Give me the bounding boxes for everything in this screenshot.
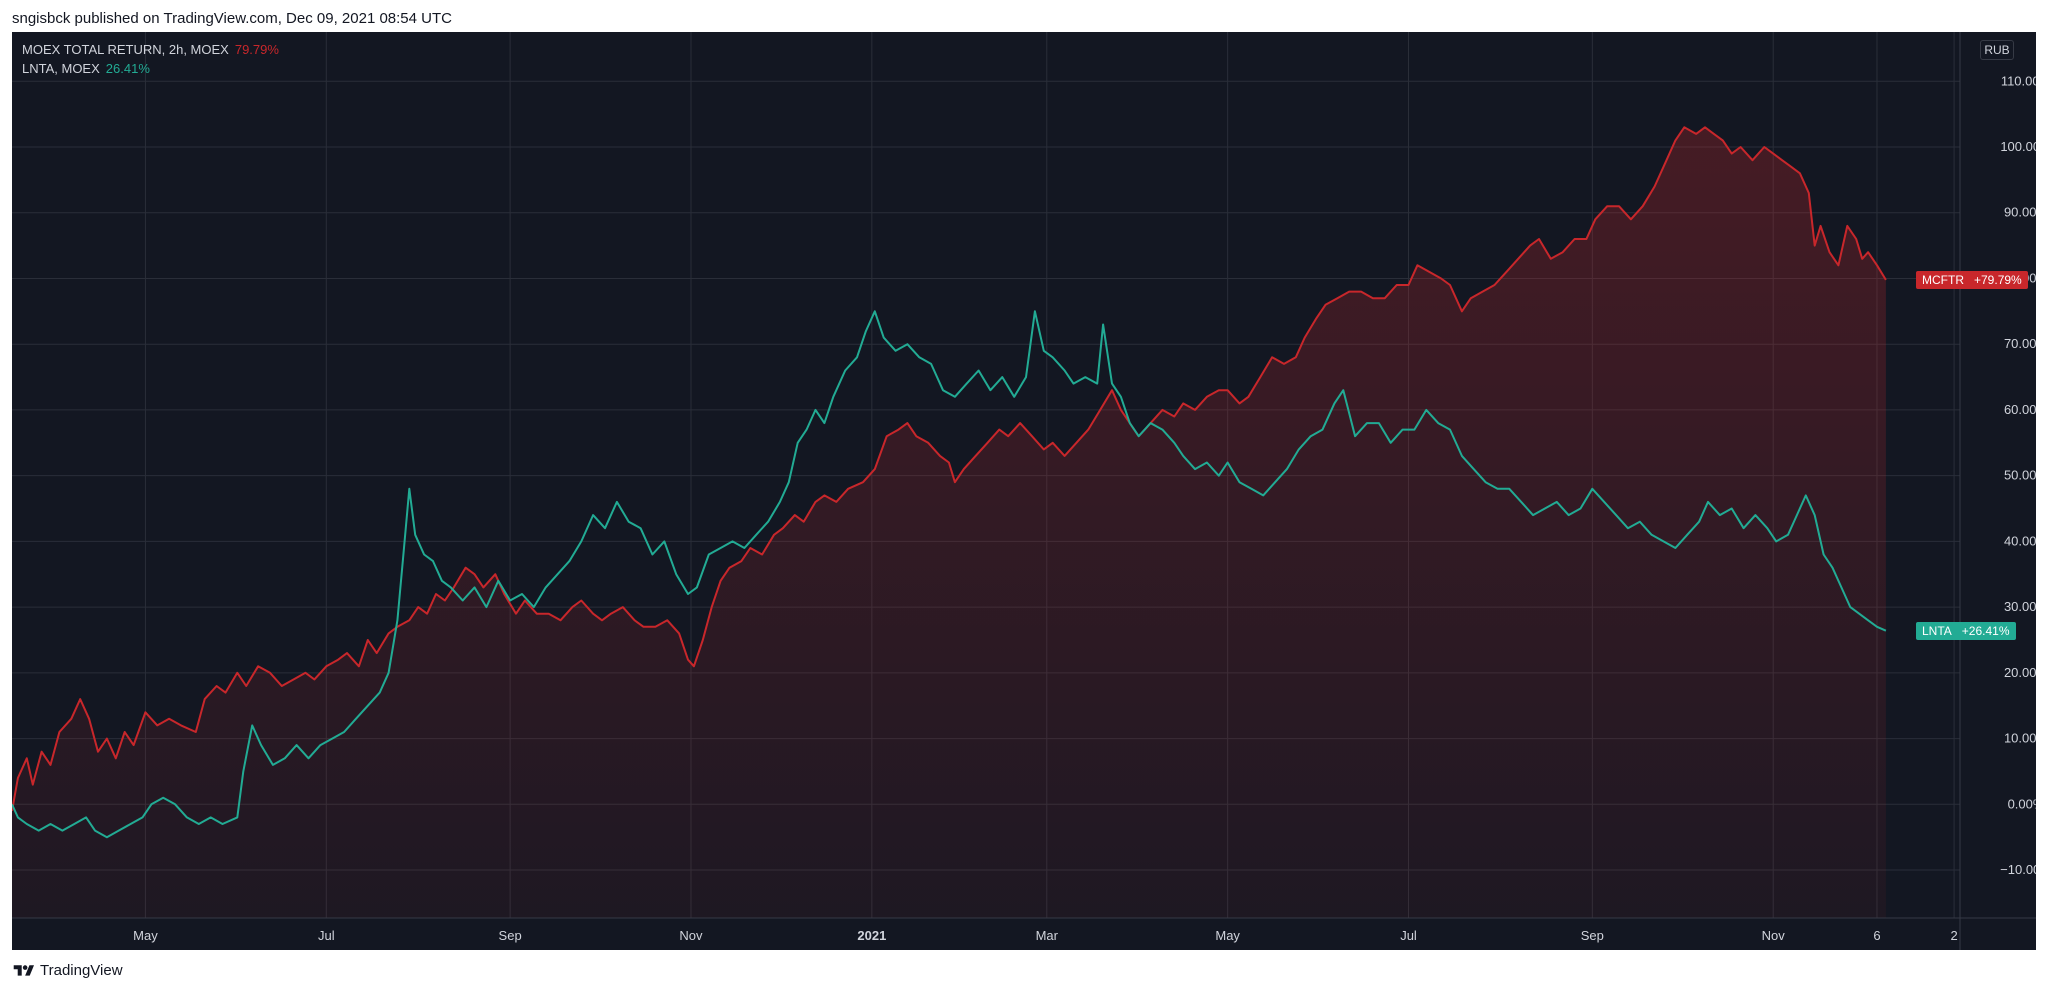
legend-item-lnta[interactable]: LNTA, MOEX 26.41% bbox=[22, 59, 279, 78]
y-tick-label: −10.00% bbox=[2000, 862, 2036, 877]
x-tick-label: May bbox=[1215, 928, 1240, 943]
price-tag-symbol: MCFTR bbox=[1922, 272, 1964, 287]
y-tick-label: 110.00% bbox=[2001, 73, 2036, 88]
series-line-mcftr bbox=[12, 126, 1887, 812]
series-area-mcftr bbox=[12, 127, 1886, 919]
chart-panel[interactable]: −10.00% 0.00% 10.00% 20.00% 30.00% 40.00% 50.0… bbox=[12, 32, 2036, 950]
tradingview-logo-icon bbox=[13, 964, 34, 976]
legend-series-name: LNTA, MOEX bbox=[22, 61, 100, 76]
y-tick-label: 40.00% bbox=[2004, 533, 2036, 548]
price-tag-lnta: LNTA +26.41% bbox=[1916, 621, 2016, 640]
price-tag-value: +79.79% bbox=[1974, 272, 2022, 287]
price-tag-symbol: LNTA bbox=[1922, 623, 1952, 638]
y-tick-label: 30.00% bbox=[2004, 599, 2036, 614]
x-tick-label: May bbox=[133, 928, 158, 943]
x-tick-label: Sep bbox=[499, 928, 522, 943]
y-tick-label: 0.00% bbox=[2008, 796, 2036, 811]
publisher-line: sngisbck published on TradingView.com, D… bbox=[12, 10, 452, 27]
y-tick-label: 60.00% bbox=[2004, 402, 2036, 417]
x-tick-label: 6 bbox=[1873, 928, 1880, 943]
y-tick-label: 10.00% bbox=[2004, 731, 2036, 746]
legend-series-value: 79.79% bbox=[234, 42, 279, 57]
chart-legend: MOEX TOTAL RETURN, 2h, MOEX 79.79% LNTA, … bbox=[22, 40, 279, 78]
chart-svg[interactable]: −10.00% 0.00% 10.00% 20.00% 30.00% 40.00% 50.0… bbox=[12, 32, 2036, 950]
footer-brand[interactable]: TradingView bbox=[12, 962, 123, 979]
y-tick-label: 100.00% bbox=[2000, 139, 2036, 154]
x-tick-label: Nov bbox=[679, 928, 703, 943]
legend-series-name: MOEX TOTAL RETURN, 2h, MOEX bbox=[22, 42, 229, 57]
y-tick-label: 90.00% bbox=[2004, 205, 2036, 220]
x-tick-label: 2 bbox=[1950, 928, 1957, 943]
x-tick-label: Sep bbox=[1581, 928, 1604, 943]
x-tick-label: Jul bbox=[318, 928, 335, 943]
legend-item-mcftr[interactable]: MOEX TOTAL RETURN, 2h, MOEX 79.79% bbox=[22, 40, 279, 59]
price-tag-value: +26.41% bbox=[1961, 623, 2010, 638]
x-tick-label: Mar bbox=[1036, 928, 1059, 943]
y-tick-label: 50.00% bbox=[2004, 468, 2036, 483]
y-tick-label: 70.00% bbox=[2004, 336, 2036, 351]
x-tick-label: Nov bbox=[1762, 928, 1786, 943]
y-tick-label: 20.00% bbox=[2004, 665, 2036, 680]
x-tick-label: 2021 bbox=[857, 928, 886, 943]
legend-series-value: 26.41% bbox=[105, 61, 150, 76]
series-line-lnta bbox=[12, 310, 1887, 839]
footer-brand-label: TradingView bbox=[40, 962, 123, 979]
price-tag-mcftr: MCFTR +79.79% bbox=[1916, 270, 2028, 289]
x-tick-label: Jul bbox=[1400, 928, 1417, 943]
currency-button[interactable]: RUB bbox=[1980, 40, 2014, 60]
